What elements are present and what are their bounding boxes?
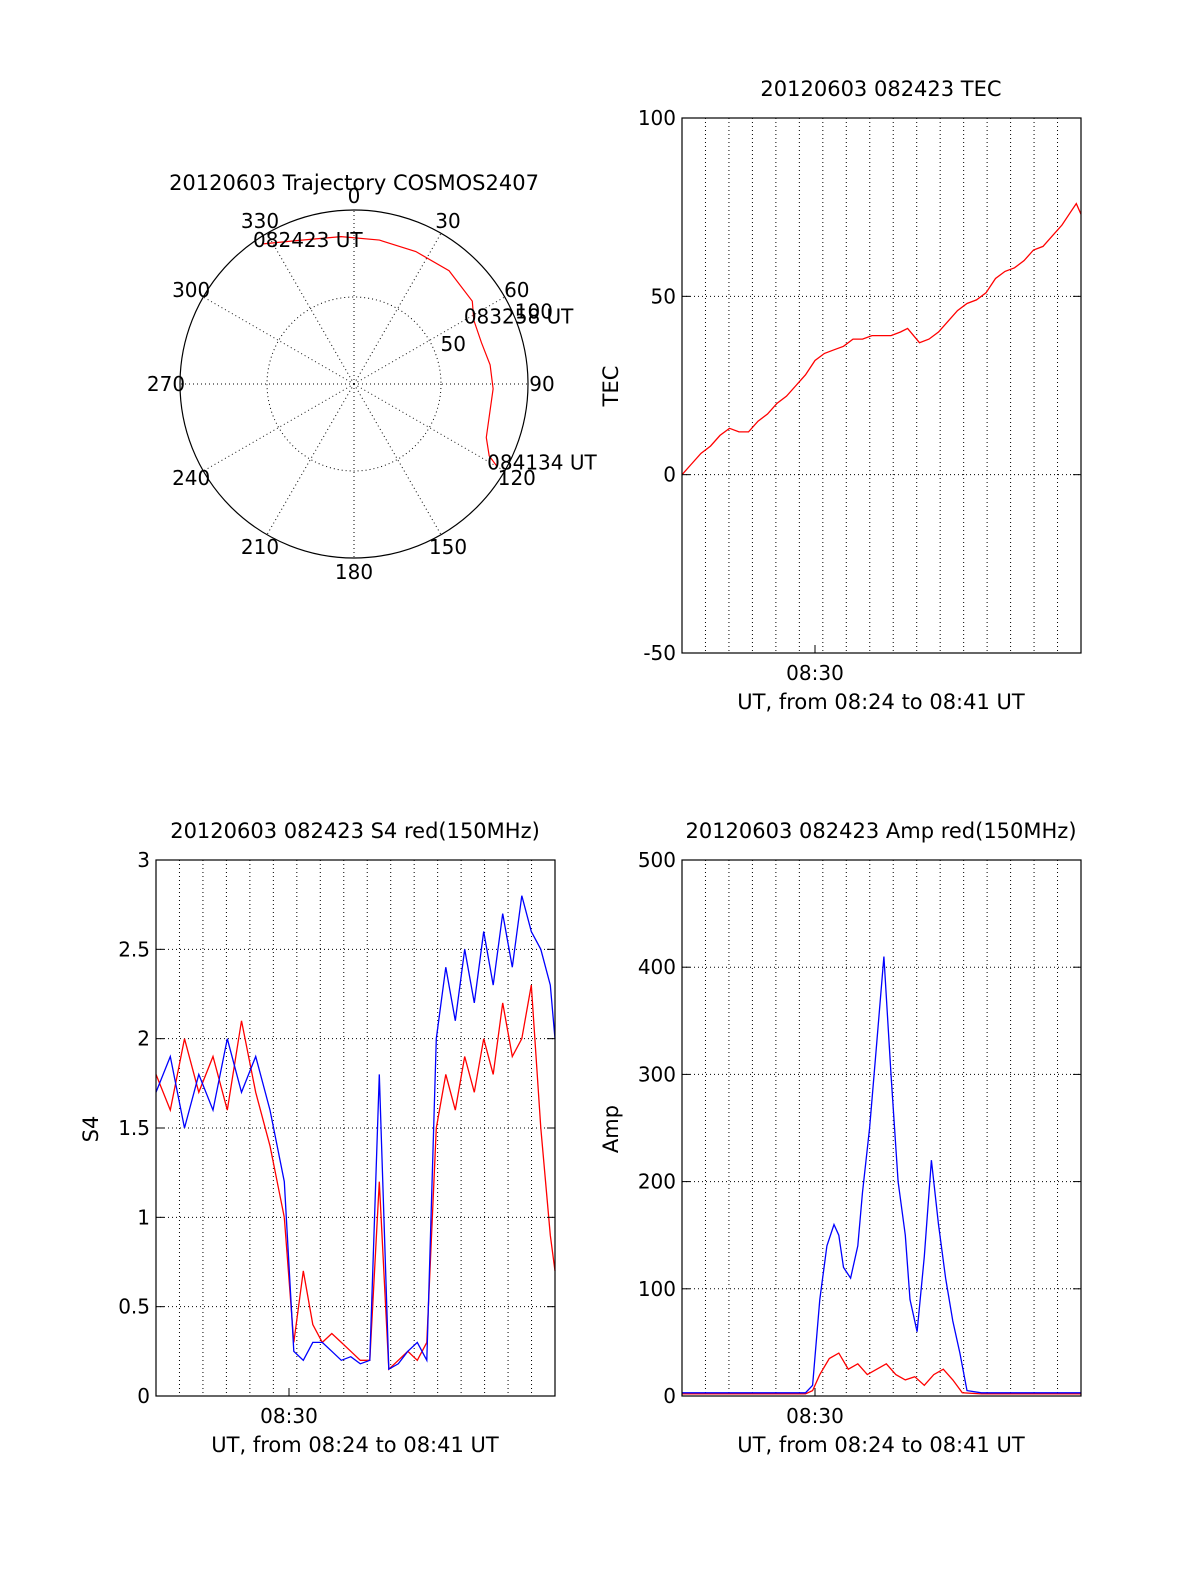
polar-azimuth-tick: 300 [172,278,210,302]
amp-ytick-label: 100 [638,1277,676,1301]
tec-title: 20120603 082423 TEC [760,77,1001,101]
polar-outer-circle [179,209,529,559]
amp-title: 20120603 082423 Amp red(150MHz) [685,819,1076,843]
polar-azimuth-tick: 150 [429,535,467,559]
amp-ytick-label: 200 [638,1170,676,1194]
amp-ytick-label: 400 [638,955,676,979]
s4-ylabel: S4 [79,1116,103,1143]
s4-xtick-label: 08:30 [260,1404,318,1428]
s4-ytick-label: 2 [137,1027,150,1051]
polar-spoke [266,383,355,535]
polar-azimuth-tick: 60 [504,278,529,302]
s4-ytick-label: 2.5 [118,937,150,961]
polar-spoke [353,383,505,472]
amp-ylabel: Amp [599,1105,623,1153]
amp-ytick-label: 500 [638,848,676,872]
tec-ylabel: TEC [599,366,623,408]
tec-panel: 20120603 082423 TEC TEC UT, from 08:24 t… [599,77,1082,714]
polar-spoke [266,233,355,385]
polar-time-annotation: 082423 UT [253,228,363,252]
amp-series-line [682,956,1081,1394]
tec-frame [681,117,1082,654]
polar-azimuth-tick: 240 [172,466,210,490]
polar-radius-ring [266,296,442,472]
amp-ytick-label: 0 [663,1384,676,1408]
s4-series-line [155,984,556,1371]
tec-series-line [681,202,1082,476]
amp-xtick-label: 08:30 [786,1404,844,1428]
polar-spoke [203,383,355,472]
polar-spoke [353,296,505,385]
polar-azimuth-tick: 210 [241,535,279,559]
s4-xlabel: UT, from 08:24 to 08:41 UT [211,1433,499,1457]
s4-ytick-label: 0 [137,1384,150,1408]
polar-azimuth-tick: 120 [498,466,536,490]
polar-time-annotation: 084134 UT [487,451,597,475]
polar-time-annotation: 083258 UT [464,304,574,328]
s4-ytick-label: 0.5 [118,1295,150,1319]
tec-ytick-label: 100 [638,106,676,130]
s4-ytick-label: 1 [137,1205,150,1229]
polar-trajectory-line [262,236,498,468]
s4-ytick-label: 3 [137,848,150,872]
tec-ytick-label: 50 [651,284,676,308]
amp-frame [681,859,1082,1397]
amp-series-line [682,1352,1081,1395]
polar-panel: 20120603 Trajectory COSMOS2407 0 30 60 90 12… [147,171,598,584]
polar-azimuth-tick: 0 [348,184,361,208]
polar-spoke [203,296,355,385]
polar-radius-tick: 50 [440,332,465,356]
s4-title: 20120603 082423 S4 red(150MHz) [170,819,540,843]
polar-title: 20120603 Trajectory COSMOS2407 [169,171,539,195]
polar-azimuth-tick: 90 [529,372,554,396]
tec-xlabel: UT, from 08:24 to 08:41 UT [737,690,1025,714]
tec-xtick-label: 08:30 [786,661,844,685]
polar-azimuth-tick: 30 [435,209,460,233]
s4-panel: 20120603 082423 S4 red(150MHz) S4 UT, fr… [79,819,556,1457]
s4-ytick-label: 1.5 [118,1116,150,1140]
s4-series-line [155,895,556,1371]
polar-azimuth-tick: 330 [241,209,279,233]
polar-spoke [353,233,442,385]
amp-xlabel: UT, from 08:24 to 08:41 UT [737,1433,1025,1457]
polar-azimuth-tick: 270 [147,372,185,396]
polar-radius-tick: 100 [515,299,553,323]
polar-spoke [353,383,442,535]
amp-panel: 20120603 082423 Amp red(150MHz) Amp UT, … [599,819,1082,1457]
polar-azimuth-tick: 180 [335,560,373,584]
tec-ytick-label: -50 [643,641,676,665]
tec-ytick-label: 0 [663,463,676,487]
amp-ytick-label: 300 [638,1062,676,1086]
